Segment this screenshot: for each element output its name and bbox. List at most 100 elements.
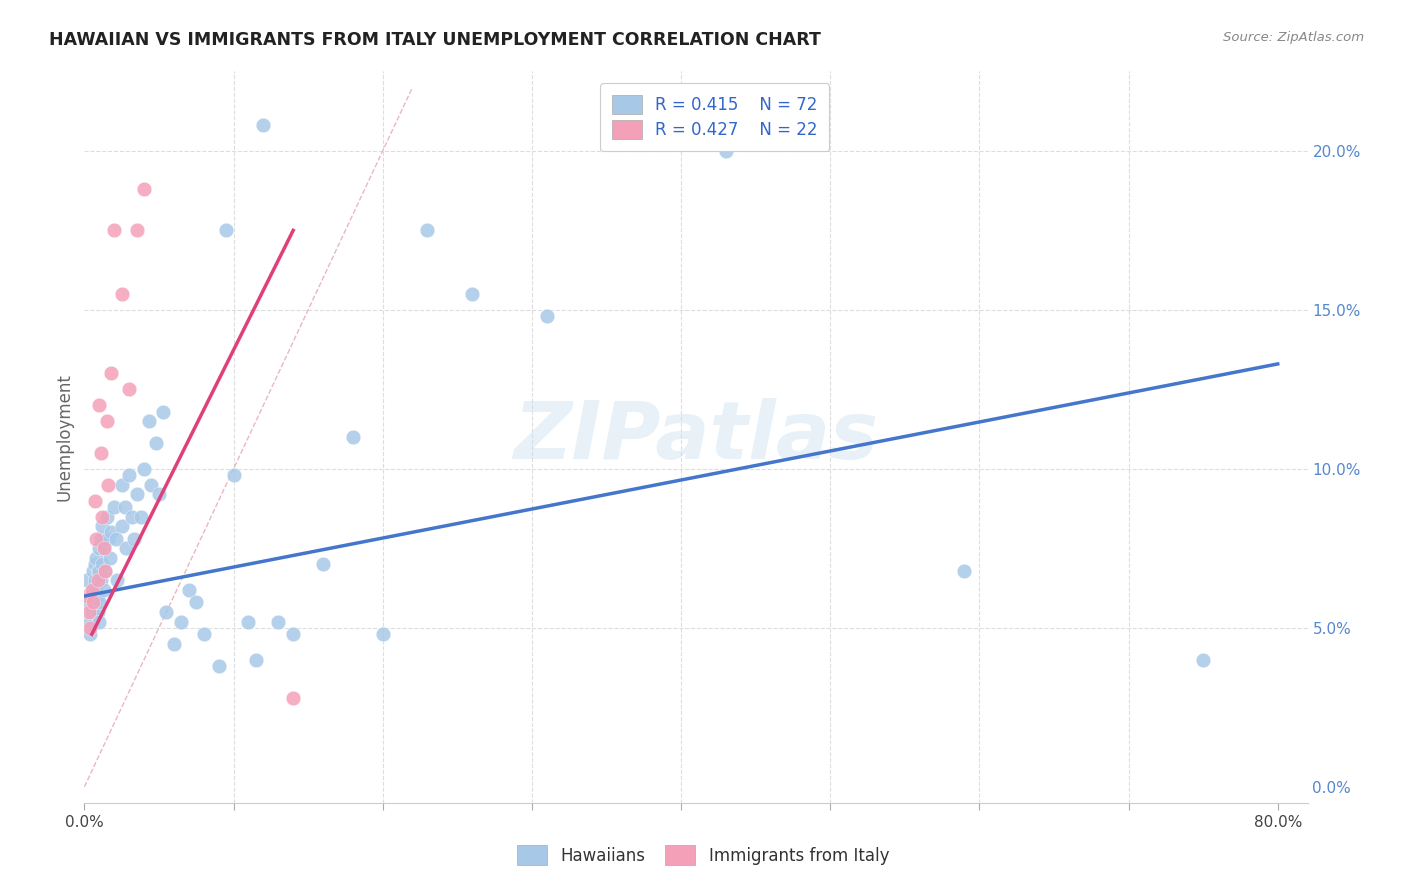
- Point: [79, 615, 101, 629]
- Point: [76, 573, 98, 587]
- Point: [89, 564, 111, 578]
- Point: [94, 564, 117, 578]
- Point: [89, 541, 111, 556]
- Point: [104, 532, 127, 546]
- Point: [77, 605, 100, 619]
- Point: [103, 500, 125, 514]
- Point: [122, 532, 145, 546]
- Point: [536, 310, 558, 324]
- Point: [132, 462, 155, 476]
- Point: [141, 477, 163, 491]
- Point: [91, 558, 114, 572]
- Point: [312, 558, 335, 572]
- Point: [82, 595, 104, 609]
- Point: [98, 550, 121, 565]
- Point: [83, 493, 105, 508]
- Point: [84, 532, 107, 546]
- Point: [177, 582, 200, 597]
- Point: [207, 659, 229, 673]
- Point: [283, 690, 305, 705]
- Point: [125, 223, 148, 237]
- Point: [215, 223, 238, 237]
- Point: [170, 615, 193, 629]
- Point: [371, 627, 394, 641]
- Y-axis label: Unemployment: Unemployment: [55, 373, 73, 501]
- Point: [94, 564, 117, 578]
- Point: [93, 541, 115, 556]
- Point: [80, 605, 103, 619]
- Point: [100, 525, 122, 540]
- Point: [152, 404, 174, 418]
- Point: [83, 558, 105, 572]
- Text: ZIPatlas: ZIPatlas: [513, 398, 879, 476]
- Point: [87, 589, 110, 603]
- Point: [77, 595, 100, 609]
- Point: [186, 595, 208, 609]
- Point: [121, 509, 143, 524]
- Point: [222, 468, 245, 483]
- Point: [416, 223, 439, 237]
- Text: Source: ZipAtlas.com: Source: ZipAtlas.com: [1223, 31, 1364, 45]
- Point: [89, 398, 111, 412]
- Point: [138, 414, 160, 428]
- Point: [115, 541, 138, 556]
- Point: [111, 287, 134, 301]
- Point: [90, 532, 112, 546]
- Point: [79, 621, 101, 635]
- Point: [283, 627, 305, 641]
- Point: [83, 573, 105, 587]
- Point: [114, 500, 136, 514]
- Point: [193, 627, 215, 641]
- Legend: R = 0.415    N = 72, R = 0.427    N = 22: R = 0.415 N = 72, R = 0.427 N = 22: [600, 83, 830, 151]
- Point: [87, 564, 110, 578]
- Point: [91, 509, 114, 524]
- Text: HAWAIIAN VS IMMIGRANTS FROM ITALY UNEMPLOYMENT CORRELATION CHART: HAWAIIAN VS IMMIGRANTS FROM ITALY UNEMPL…: [49, 31, 821, 49]
- Point: [84, 582, 107, 597]
- Point: [129, 509, 152, 524]
- Point: [461, 287, 484, 301]
- Point: [80, 582, 103, 597]
- Point: [714, 144, 737, 158]
- Point: [91, 519, 114, 533]
- Point: [125, 487, 148, 501]
- Point: [103, 223, 125, 237]
- Point: [96, 414, 118, 428]
- Point: [342, 430, 364, 444]
- Point: [76, 589, 98, 603]
- Point: [132, 182, 155, 196]
- Point: [97, 477, 120, 491]
- Point: [111, 477, 134, 491]
- Point: [155, 605, 177, 619]
- Point: [245, 653, 267, 667]
- Legend: Hawaiians, Immigrants from Italy: Hawaiians, Immigrants from Italy: [509, 837, 897, 873]
- Point: [1192, 653, 1215, 667]
- Point: [111, 519, 134, 533]
- Point: [89, 595, 111, 609]
- Point: [118, 468, 141, 483]
- Point: [79, 627, 101, 641]
- Point: [145, 436, 167, 450]
- Point: [953, 564, 976, 578]
- Point: [84, 550, 107, 565]
- Point: [89, 615, 111, 629]
- Point: [163, 637, 186, 651]
- Point: [97, 532, 120, 546]
- Point: [118, 383, 141, 397]
- Point: [90, 446, 112, 460]
- Point: [238, 615, 260, 629]
- Point: [83, 595, 105, 609]
- Point: [87, 573, 110, 587]
- Point: [93, 582, 115, 597]
- Point: [82, 564, 104, 578]
- Point: [90, 573, 112, 587]
- Point: [252, 119, 274, 133]
- Point: [80, 589, 103, 603]
- Point: [148, 487, 170, 501]
- Point: [87, 605, 110, 619]
- Point: [105, 573, 128, 587]
- Point: [82, 582, 104, 597]
- Point: [93, 541, 115, 556]
- Point: [100, 367, 122, 381]
- Point: [96, 509, 118, 524]
- Point: [267, 615, 290, 629]
